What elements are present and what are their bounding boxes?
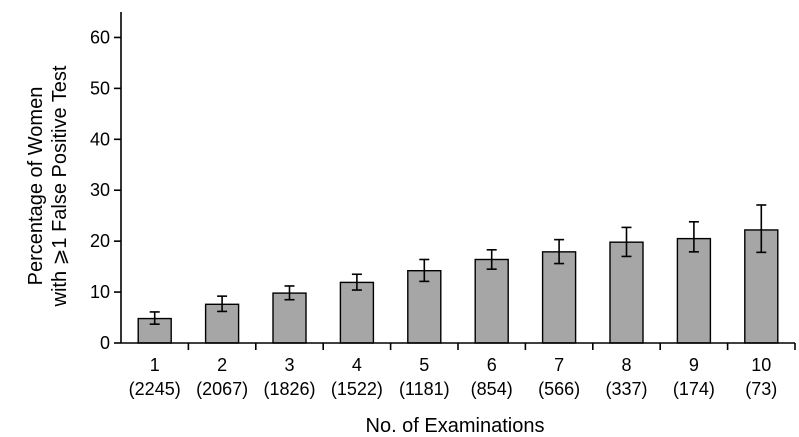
x-tick-sublabel: (566) — [538, 379, 580, 399]
x-tick-label: 2 — [217, 355, 227, 375]
y-tick-label: 40 — [90, 129, 110, 149]
bar — [676, 237, 712, 344]
y-tick-label: 60 — [90, 27, 110, 47]
y-axis-ticks: 0 10 20 30 40 50 60 — [90, 27, 121, 353]
bars — [137, 229, 779, 344]
x-tick-sublabel: (1522) — [331, 379, 383, 399]
y-tick-label: 10 — [90, 282, 110, 302]
x-tick-label: 4 — [352, 355, 362, 375]
bar — [407, 269, 442, 344]
x-tick-sublabel: (1181) — [399, 379, 450, 399]
x-axis-title: No. of Examinations — [366, 415, 545, 437]
x-tick-sublabel: (1826) — [263, 379, 315, 399]
y-tick-label: 20 — [90, 231, 110, 251]
x-tick-label: 3 — [284, 355, 294, 375]
x-tick-sublabel: (854) — [471, 379, 513, 399]
y-tick-label: 0 — [100, 333, 110, 353]
y-tick-label: 30 — [90, 180, 110, 200]
y-axis-title-line2: with ⩾1 False Positive Test — [49, 65, 71, 307]
bar — [474, 258, 509, 344]
bar — [272, 292, 307, 344]
x-tick-sublabel: (337) — [605, 379, 647, 399]
x-tick-sublabel: (2245) — [129, 379, 181, 399]
x-tick-label: 8 — [621, 355, 631, 375]
bar — [339, 281, 375, 344]
x-tick-sublabel: (73) — [745, 379, 777, 399]
x-tick-sublabel: (174) — [673, 379, 715, 399]
y-axis-title-line1: Percentage of Women — [25, 87, 47, 286]
x-tick-label: 1 — [150, 355, 160, 375]
x-tick-label: 6 — [487, 355, 497, 375]
x-tick-label: 9 — [689, 355, 699, 375]
y-tick-label: 50 — [90, 78, 110, 98]
x-tick-label: 5 — [419, 355, 429, 375]
bar — [609, 241, 644, 344]
bar — [541, 251, 577, 344]
x-tick-sublabel: (2067) — [196, 379, 248, 399]
x-axis-ticks: 1 (2245) 2 (2067) 3 (1826) 4 (1522) 5 (1181) 6 (854… — [129, 343, 796, 399]
x-tick-label: 7 — [554, 355, 564, 375]
error-bars — [149, 204, 767, 325]
x-tick-label: 10 — [751, 355, 771, 375]
